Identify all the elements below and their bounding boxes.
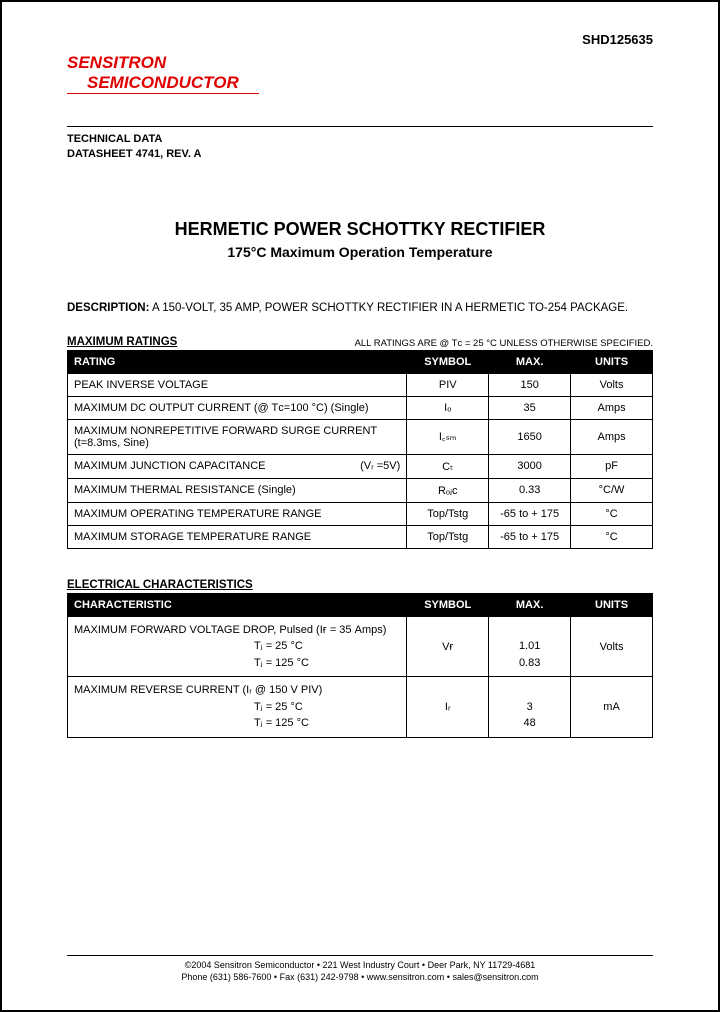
company-logo: SENSITRON SEMICONDUCTOR xyxy=(67,53,259,94)
cell-units: °C/W xyxy=(571,478,653,502)
cell-units: pF xyxy=(571,454,653,478)
footer-line2: Phone (631) 586-7600 • Fax (631) 242-979… xyxy=(67,971,653,984)
title-main: HERMETIC POWER SCHOTTKY RECTIFIER xyxy=(67,219,653,240)
table-row: MAXIMUM OPERATING TEMPERATURE RANGETop/T… xyxy=(68,502,653,525)
elec-char-title: ELECTRICAL CHARACTERISTICS xyxy=(67,579,253,591)
technical-data-block: TECHNICAL DATA DATASHEET 4741, REV. A xyxy=(67,126,653,163)
table-row: MAXIMUM THERMAL RESISTANCE (Single)Rₒⱼᴄ0… xyxy=(68,478,653,502)
cell-rating: MAXIMUM JUNCTION CAPACITANCE(Vᵣ =5V) xyxy=(68,454,407,478)
cell-units: Amps xyxy=(571,396,653,419)
cell-units: mA xyxy=(571,677,653,738)
cell-units: Volts xyxy=(571,616,653,677)
table-row: MAXIMUM STORAGE TEMPERATURE RANGETop/Tst… xyxy=(68,525,653,548)
logo-line1: SENSITRON xyxy=(67,53,239,73)
cell-rating: MAXIMUM THERMAL RESISTANCE (Single) xyxy=(68,478,407,502)
table-row: MAXIMUM JUNCTION CAPACITANCE(Vᵣ =5V)Cₜ30… xyxy=(68,454,653,478)
th-max: MAX. xyxy=(489,593,571,616)
cell-rating: MAXIMUM OPERATING TEMPERATURE RANGE xyxy=(68,502,407,525)
tech-data-line2: DATASHEET 4741, REV. A xyxy=(67,147,653,162)
cell-max: 3000 xyxy=(489,454,571,478)
table-header-row: CHARACTERISTIC SYMBOL MAX. UNITS xyxy=(68,593,653,616)
th-units: UNITS xyxy=(571,350,653,373)
cell-symbol: Top/Tstg xyxy=(407,525,489,548)
cell-max: 35 xyxy=(489,396,571,419)
max-ratings-body: PEAK INVERSE VOLTAGEPIV150VoltsMAXIMUM D… xyxy=(68,373,653,548)
table-header-row: RATING SYMBOL MAX. UNITS xyxy=(68,350,653,373)
cell-symbol: Cₜ xyxy=(407,454,489,478)
title-sub: 175°C Maximum Operation Temperature xyxy=(67,244,653,260)
table-row: MAXIMUM REVERSE CURRENT (Iᵣ @ 150 V PIV)… xyxy=(68,677,653,738)
table-row: MAXIMUM DC OUTPUT CURRENT (@ Tᴄ=100 °C) … xyxy=(68,396,653,419)
cell-max: 1.010.83 xyxy=(489,616,571,677)
cell-symbol: Iᵣ xyxy=(407,677,489,738)
cell-units: Amps xyxy=(571,419,653,454)
tech-data-line1: TECHNICAL DATA xyxy=(67,132,653,147)
th-symbol: SYMBOL xyxy=(407,593,489,616)
table-row: PEAK INVERSE VOLTAGEPIV150Volts xyxy=(68,373,653,396)
elec-char-table: CHARACTERISTIC SYMBOL MAX. UNITS MAXIMUM… xyxy=(67,593,653,738)
cell-max: 0.33 xyxy=(489,478,571,502)
ratings-note: ALL RATINGS ARE @ Tᴄ = 25 °C UNLESS OTHE… xyxy=(355,338,653,349)
cell-symbol: I꜀ₛₘ xyxy=(407,419,489,454)
cell-rating: PEAK INVERSE VOLTAGE xyxy=(68,373,407,396)
description: DESCRIPTION: A 150-VOLT, 35 AMP, POWER S… xyxy=(67,302,653,314)
cell-symbol: PIV xyxy=(407,373,489,396)
cell-max: 348 xyxy=(489,677,571,738)
cell-rating: MAXIMUM STORAGE TEMPERATURE RANGE xyxy=(68,525,407,548)
cell-max: 1650 xyxy=(489,419,571,454)
cell-max: -65 to + 175 xyxy=(489,502,571,525)
cell-symbol: Top/Tstg xyxy=(407,502,489,525)
elec-char-body: MAXIMUM FORWARD VOLTAGE DROP, Pulsed (Iғ… xyxy=(68,616,653,737)
max-ratings-title: MAXIMUM RATINGS xyxy=(67,336,177,348)
main-title: HERMETIC POWER SCHOTTKY RECTIFIER 175°C … xyxy=(67,219,653,260)
cell-max: 150 xyxy=(489,373,571,396)
cell-units: °C xyxy=(571,502,653,525)
table-row: MAXIMUM NONREPETITIVE FORWARD SURGE CURR… xyxy=(68,419,653,454)
th-rating: RATING xyxy=(68,350,407,373)
cell-symbol: Vғ xyxy=(407,616,489,677)
description-label: DESCRIPTION: xyxy=(67,302,149,314)
logo-line2: SEMICONDUCTOR xyxy=(67,73,239,93)
description-text: A 150-VOLT, 35 AMP, POWER SCHOTTKY RECTI… xyxy=(149,302,628,314)
th-units: UNITS xyxy=(571,593,653,616)
cell-symbol: Rₒⱼᴄ xyxy=(407,478,489,502)
cell-characteristic: MAXIMUM REVERSE CURRENT (Iᵣ @ 150 V PIV)… xyxy=(68,677,407,738)
cell-characteristic: MAXIMUM FORWARD VOLTAGE DROP, Pulsed (Iғ… xyxy=(68,616,407,677)
cell-max: -65 to + 175 xyxy=(489,525,571,548)
th-max: MAX. xyxy=(489,350,571,373)
table-row: MAXIMUM FORWARD VOLTAGE DROP, Pulsed (Iғ… xyxy=(68,616,653,677)
footer: ©2004 Sensitron Semiconductor • 221 West… xyxy=(67,955,653,984)
th-characteristic: CHARACTERISTIC xyxy=(68,593,407,616)
max-ratings-table: RATING SYMBOL MAX. UNITS PEAK INVERSE VO… xyxy=(67,350,653,549)
th-symbol: SYMBOL xyxy=(407,350,489,373)
cell-units: °C xyxy=(571,525,653,548)
cell-units: Volts xyxy=(571,373,653,396)
cell-rating: MAXIMUM DC OUTPUT CURRENT (@ Tᴄ=100 °C) … xyxy=(68,396,407,419)
cell-rating: MAXIMUM NONREPETITIVE FORWARD SURGE CURR… xyxy=(68,419,407,454)
cell-symbol: Iₒ xyxy=(407,396,489,419)
part-number: SHD125635 xyxy=(67,32,653,47)
footer-line1: ©2004 Sensitron Semiconductor • 221 West… xyxy=(67,959,653,972)
